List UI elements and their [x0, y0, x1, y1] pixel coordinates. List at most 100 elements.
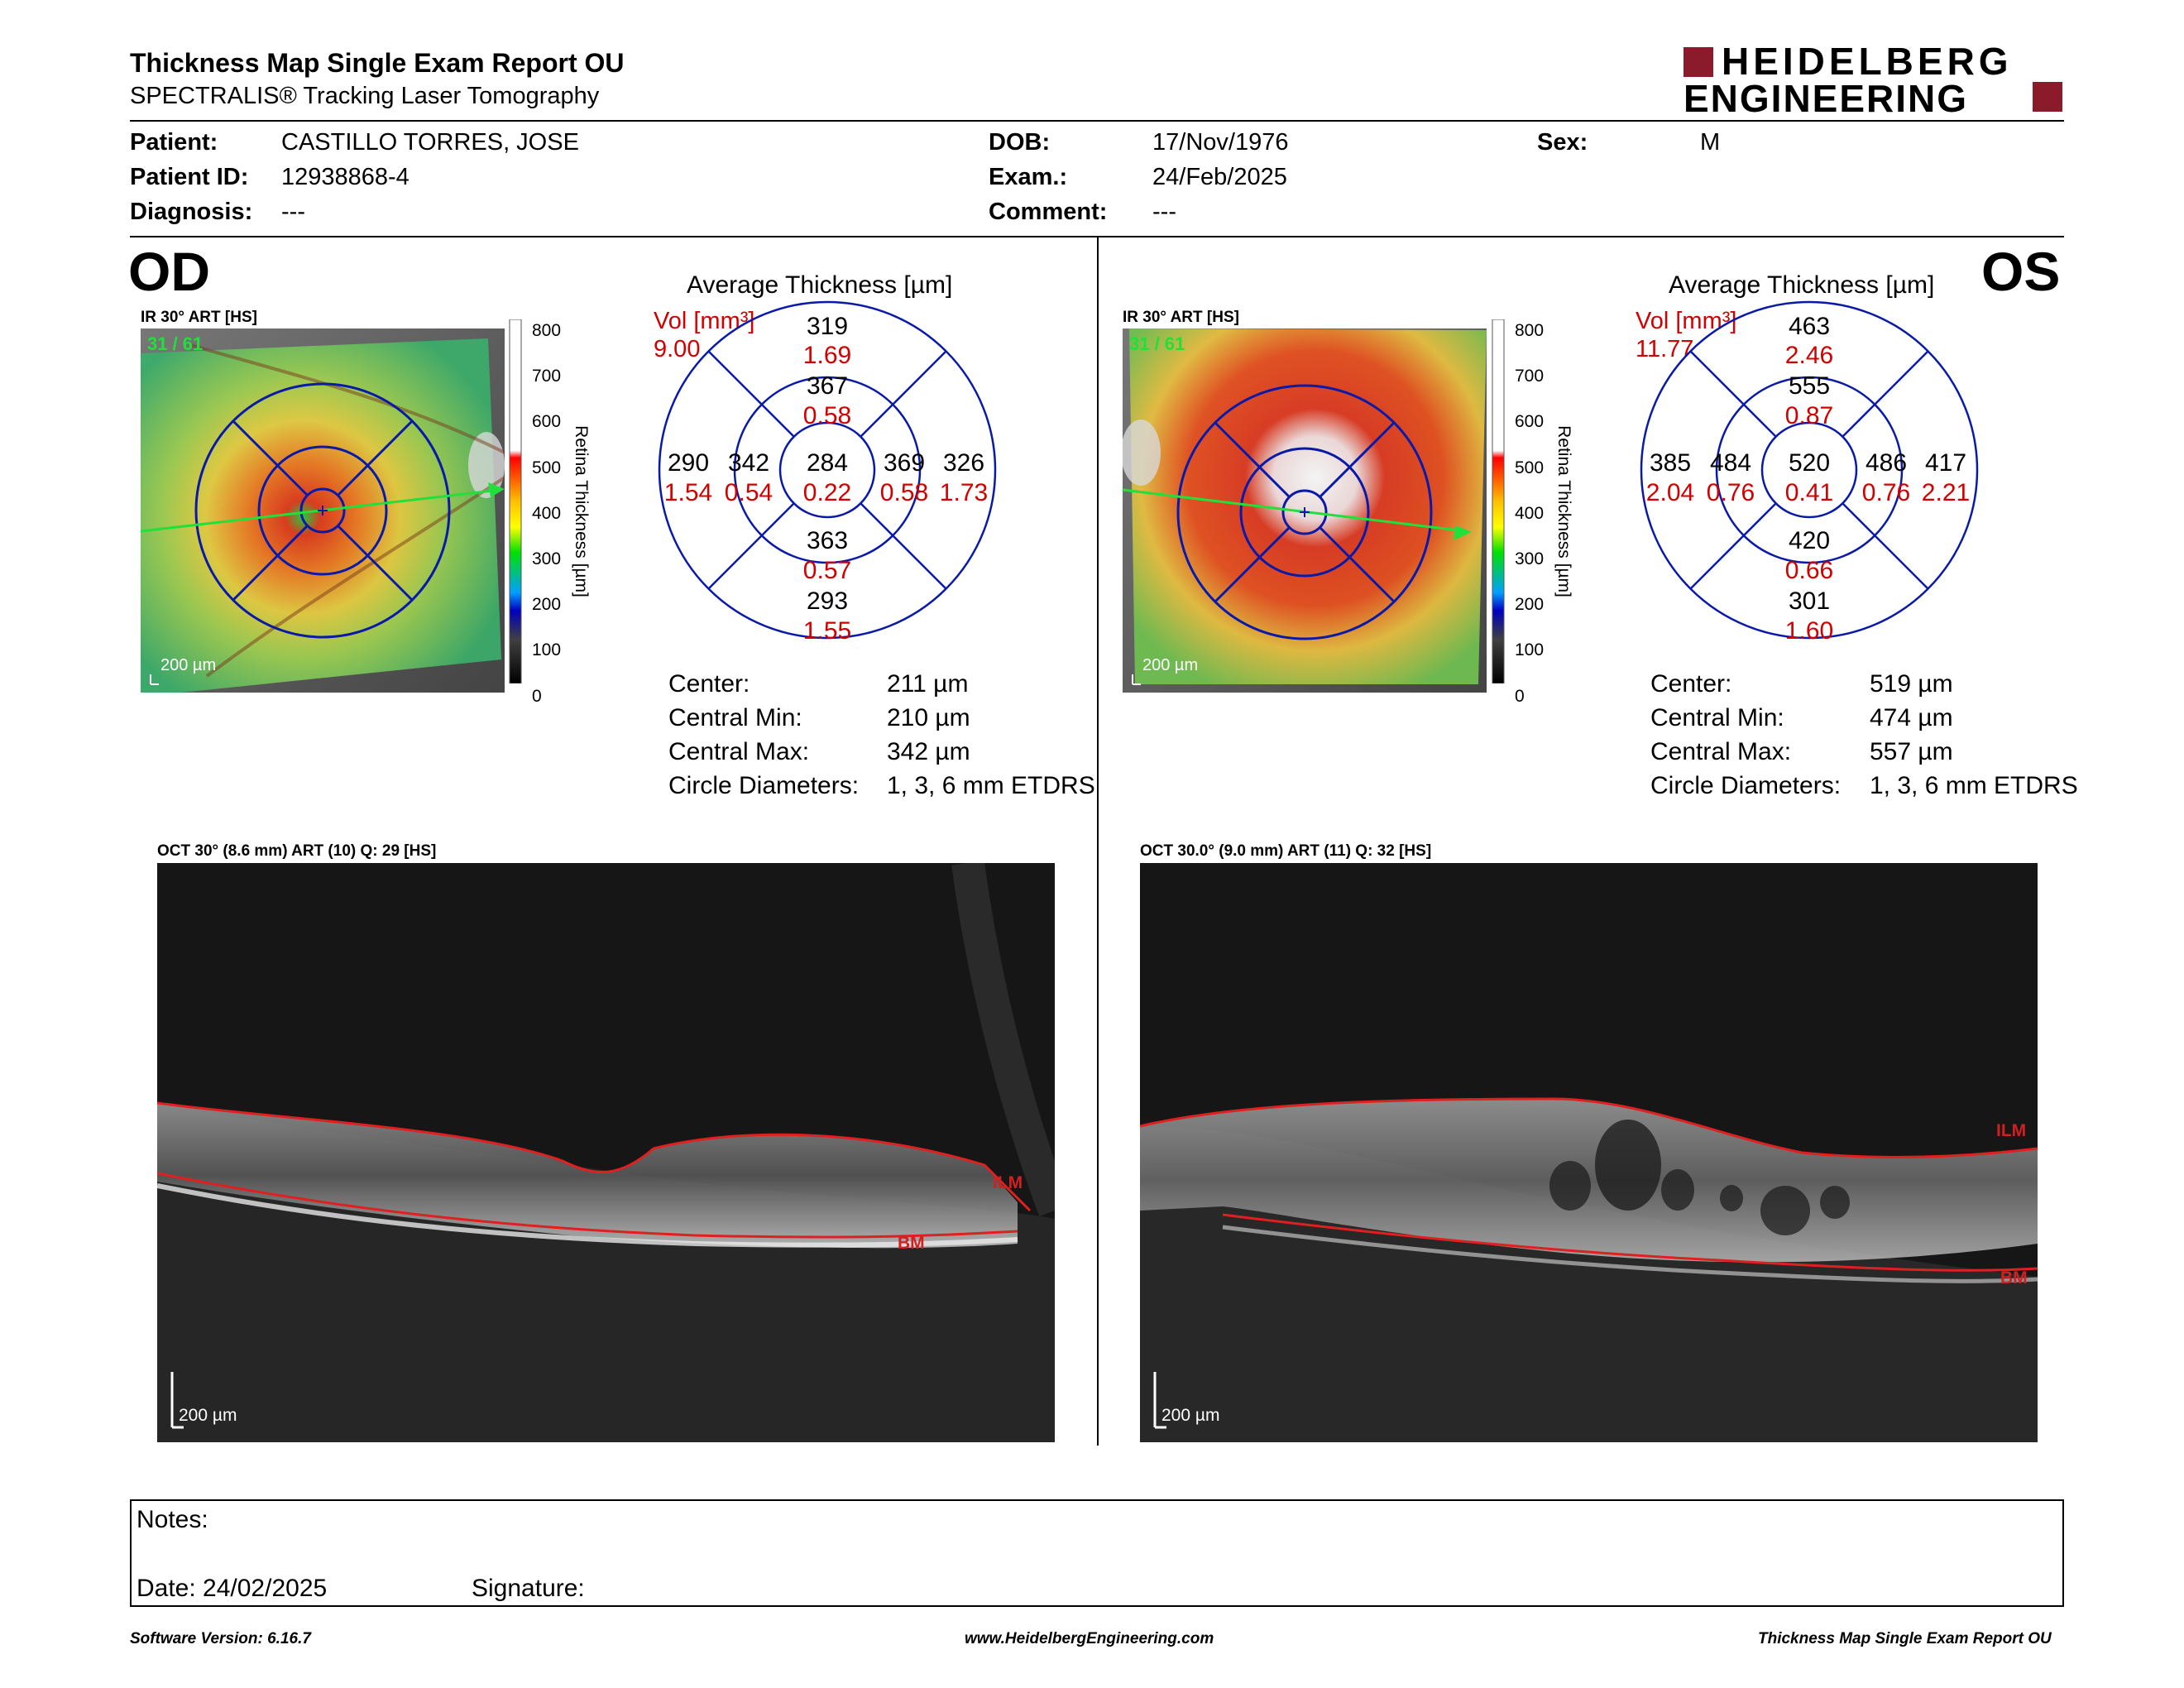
od-circ-value: 1, 3, 6 mm ETDRS [887, 772, 1095, 799]
os-scale-tick: 500 [1515, 458, 1545, 477]
diagnosis-label: Diagnosis: [130, 199, 253, 225]
os-vol-label: Vol [mm³] [1636, 308, 1737, 334]
exam-value: 24/Feb/2025 [1152, 164, 1287, 190]
os-max-label: Central Max: [1650, 738, 1792, 765]
os-inner-right-thick: 486 [1865, 449, 1908, 477]
os-center-vol: 0.41 [1784, 479, 1834, 506]
od-scale-tick: 300 [532, 549, 562, 569]
os-inner-right-vol: 0.76 [1861, 479, 1911, 506]
os-inner-sup-thick: 555 [1788, 372, 1831, 400]
os-scale-tick: 700 [1515, 367, 1545, 386]
patient-id-label: Patient ID: [130, 164, 249, 190]
od-avg-title: Average Thickness [µm] [687, 271, 953, 299]
footer-report: Thickness Map Single Exam Report OU [1758, 1630, 2052, 1647]
report-subtitle: SPECTRALIS® Tracking Laser Tomography [130, 83, 600, 109]
od-ilm-label: ILM [993, 1173, 1023, 1192]
os-scale-tick: 800 [1515, 321, 1545, 340]
os-scale-bar: 200 µm [1142, 656, 1199, 674]
od-scale-tick: 0 [532, 686, 542, 706]
od-outer-left-thick: 290 [667, 449, 710, 477]
dob-label: DOB: [989, 129, 1051, 156]
os-color-scale [1491, 319, 1565, 684]
heidelberg-logo: HEIDELBERG ENGINEERING [1684, 41, 2066, 118]
os-outer-inf-thick: 301 [1788, 587, 1831, 615]
od-outer-sup-vol: 1.69 [802, 342, 852, 369]
od-scale-tick: 500 [532, 458, 562, 477]
od-max-label: Central Max: [668, 738, 810, 765]
os-outer-left-vol: 2.04 [1645, 479, 1695, 506]
od-ir-label: IR 30° ART [HS] [141, 309, 257, 326]
exam-label: Exam.: [989, 164, 1068, 190]
os-oct-scale-bar: 200 µm [1161, 1406, 1220, 1425]
os-etdrs-grid [1640, 300, 1979, 640]
os-outer-inf-vol: 1.60 [1784, 617, 1834, 645]
os-inner-left-vol: 0.76 [1706, 479, 1755, 506]
os-outer-sup-thick: 463 [1788, 313, 1831, 340]
os-scale-tick: 200 [1515, 595, 1545, 615]
eye-divider [1097, 237, 1099, 1446]
notes-box[interactable] [130, 1499, 2064, 1607]
od-center-vol: 0.22 [802, 479, 852, 506]
od-scale-tick: 700 [532, 367, 562, 386]
os-center-label: Center: [1650, 670, 1732, 698]
os-inner-inf-thick: 420 [1788, 527, 1831, 554]
os-ilm-label: ILM [1996, 1121, 2027, 1140]
os-circ-value: 1, 3, 6 mm ETDRS [1870, 772, 2078, 799]
od-scale-tick: 200 [532, 595, 562, 615]
header-divider [130, 120, 2064, 122]
os-ir-label: IR 30° ART [HS] [1123, 309, 1239, 326]
patient-name: CASTILLO TORRES, JOSE [281, 129, 579, 156]
os-max-value: 557 µm [1870, 738, 1953, 765]
os-scale-tick: 100 [1515, 640, 1545, 660]
od-center-thick: 284 [806, 449, 849, 477]
footer-website[interactable]: www.HeidelbergEngineering.com [965, 1630, 1214, 1647]
od-scale-tick: 800 [532, 321, 562, 340]
od-oct-scan: ILM BM 200 µm [157, 863, 1055, 1442]
od-outer-inf-thick: 293 [806, 587, 849, 615]
os-scale-ticks: 800 700 600 500 400 300 200 100 0 [1515, 308, 1544, 719]
os-scale-tick: 0 [1515, 686, 1525, 706]
os-scale-tick: 600 [1515, 412, 1545, 432]
od-outer-right-vol: 1.73 [939, 479, 989, 506]
logo-line1: HEIDELBERG [1722, 40, 2013, 83]
od-oct-scale-bar: 200 µm [179, 1406, 237, 1425]
od-outer-right-thick: 326 [942, 449, 985, 477]
os-inner-left-thick: 484 [1709, 449, 1752, 477]
os-circ-label: Circle Diameters: [1650, 772, 1842, 799]
diagnosis-value: --- [281, 199, 305, 225]
od-bm-label: BM [898, 1234, 925, 1253]
logo-red-square [1684, 47, 1713, 77]
notes-label: Notes: [136, 1506, 208, 1533]
od-outer-inf-vol: 1.55 [802, 617, 852, 645]
os-outer-sup-vol: 2.46 [1784, 342, 1834, 369]
os-outer-left-thick: 385 [1649, 449, 1692, 477]
os-center-value: 519 µm [1870, 670, 1953, 698]
os-avg-title: Average Thickness [µm] [1669, 271, 1935, 299]
os-scale-tick: 300 [1515, 549, 1545, 569]
od-eye-label: OD [128, 241, 210, 302]
od-inner-right-thick: 369 [883, 449, 926, 477]
patient-id: 12938868-4 [281, 164, 410, 190]
od-inner-left-thick: 342 [727, 449, 770, 477]
od-color-scale [508, 319, 582, 684]
patient-label: Patient: [130, 129, 218, 156]
patient-divider [130, 236, 2064, 237]
date-label: Date: 24/02/2025 [136, 1575, 328, 1602]
os-center-thick: 520 [1788, 449, 1831, 477]
od-etdrs-grid [658, 300, 997, 640]
od-inner-left-vol: 0.54 [724, 479, 774, 506]
od-min-value: 210 µm [887, 704, 970, 731]
os-bm-label: BM [2000, 1268, 2028, 1288]
od-scale-tick: 400 [532, 503, 562, 523]
od-max-value: 342 µm [887, 738, 970, 765]
os-eye-label: OS [1981, 241, 2061, 302]
os-fundus-image: 31 / 61 200 µm [1123, 328, 1487, 693]
comment-label: Comment: [989, 199, 1108, 225]
od-inner-inf-vol: 0.57 [802, 557, 852, 584]
os-scale-axis-label: Retina Thickness [µm] [1554, 425, 1573, 597]
od-inner-sup-vol: 0.58 [802, 402, 852, 429]
os-inner-inf-vol: 0.66 [1784, 557, 1834, 584]
os-min-value: 474 µm [1870, 704, 1953, 731]
footer-software: Software Version: 6.16.7 [130, 1630, 311, 1647]
signature-label: Signature: [472, 1575, 585, 1602]
